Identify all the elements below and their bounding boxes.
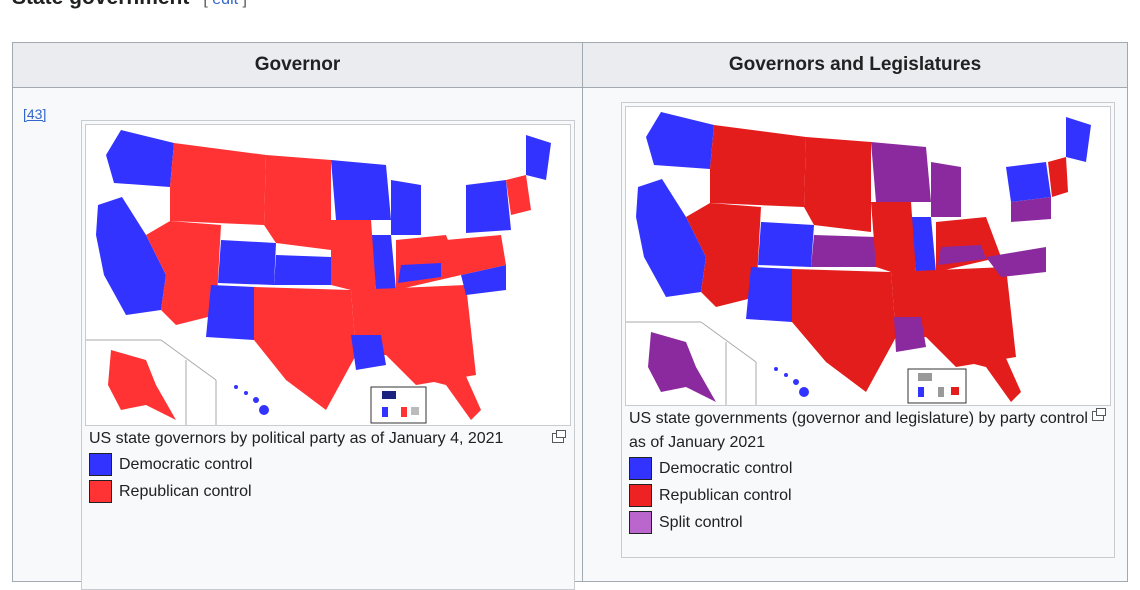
state-me [526, 135, 551, 180]
state-fl [966, 347, 1021, 402]
control-map-svg [626, 112, 1091, 405]
header-governor: Governor [13, 43, 583, 88]
state-az-ut [686, 203, 761, 307]
state-south [351, 285, 476, 385]
governor-thumbnail: US state governors by political party as… [81, 120, 575, 590]
legend-item-democratic: Democratic control [629, 455, 1092, 482]
state-mi [931, 162, 961, 217]
legend-swatch-republican [629, 484, 652, 507]
state-vt-nh-ma [506, 175, 531, 215]
state-ak [108, 350, 176, 420]
state-la [894, 317, 926, 352]
legend-swatch-split [629, 511, 652, 534]
legend-item-republican: Republican control [629, 482, 1092, 509]
state-ak [648, 332, 716, 402]
governor-map-image[interactable] [85, 124, 571, 426]
section-title: State government [12, 0, 189, 10]
state-ok-tx [254, 287, 356, 410]
state-wa-or [646, 112, 714, 169]
legend-swatch-democratic [89, 453, 112, 476]
governor-caption-text: US state governors by political party as… [89, 430, 504, 447]
legend-label-split: Split control [659, 513, 743, 531]
state-nd-sd-ne [264, 155, 331, 250]
state-me [1066, 117, 1091, 162]
section-header: State government [ edit ] [12, 0, 247, 16]
legend-swatch-republican [89, 480, 112, 503]
legend-label-republican: Republican control [659, 486, 792, 504]
legend-item-split: Split control [629, 509, 1092, 536]
governor-map-svg [86, 130, 551, 425]
state-ny [1006, 162, 1051, 202]
state-ky [398, 263, 441, 283]
state-nd-sd-ne [804, 137, 871, 232]
header-governors-legislatures: Governors and Legislatures [583, 43, 1127, 88]
state-ky [938, 245, 986, 265]
state-la [351, 335, 386, 370]
state-co [218, 240, 276, 285]
state-id-mt-wy [710, 125, 806, 207]
state-ia-mo [871, 202, 916, 272]
control-enlarge-icon[interactable] [1092, 408, 1106, 421]
governor-caption: US state governors by political party as… [89, 427, 552, 505]
state-il [911, 217, 936, 272]
section-edit: [ edit ] [203, 0, 247, 9]
state-nm [206, 285, 256, 340]
state-id-mt-wy [170, 143, 266, 225]
state-hi [234, 385, 269, 415]
state-ks [811, 235, 876, 267]
state-il [371, 235, 396, 290]
state-ks [274, 255, 331, 285]
control-thumbnail[interactable]: US state governments (governor and legis… [621, 102, 1115, 558]
legend-swatch-democratic [629, 457, 652, 480]
state-co [758, 222, 814, 267]
state-fl [426, 365, 481, 420]
state-ia-mo [331, 220, 376, 290]
state-pa [1011, 197, 1051, 222]
state-nm [746, 267, 794, 322]
state-wa-or [106, 130, 174, 187]
state-government-table: Governor Governors and Legislatures [43] [12, 42, 1128, 590]
state-south [891, 267, 1016, 367]
state-ny-pa [466, 180, 511, 233]
legend-label-republican: Republican control [119, 482, 252, 500]
control-caption-text: US state governments (governor and legis… [629, 410, 1088, 451]
legend-label-democratic: Democratic control [659, 459, 793, 477]
state-mn-wi [871, 142, 931, 202]
legend-label-democratic: Democratic control [119, 455, 253, 473]
governor-cell: [43] [13, 88, 583, 590]
state-ok-tx [792, 269, 896, 392]
state-ca-nv [636, 179, 706, 297]
state-ca-nv [96, 197, 166, 315]
governors-legislatures-cell: US state governments (governor and legis… [583, 88, 1127, 581]
control-caption: US state governments (governor and legis… [629, 407, 1092, 536]
state-va-wv [446, 235, 506, 275]
state-mn-wi [331, 160, 391, 220]
edit-link[interactable]: edit [212, 0, 238, 8]
state-nc-va [986, 247, 1046, 277]
state-hi [774, 367, 809, 397]
control-map-image[interactable] [625, 106, 1111, 406]
state-mi [391, 180, 421, 235]
legend-item-republican: Republican control [89, 478, 552, 505]
state-az-ut [146, 221, 221, 325]
state-vt-nh [1048, 157, 1068, 197]
legend-item-democratic: Democratic control [89, 451, 552, 478]
reference-link[interactable]: [43] [23, 106, 47, 122]
governor-enlarge-icon[interactable] [552, 430, 566, 443]
